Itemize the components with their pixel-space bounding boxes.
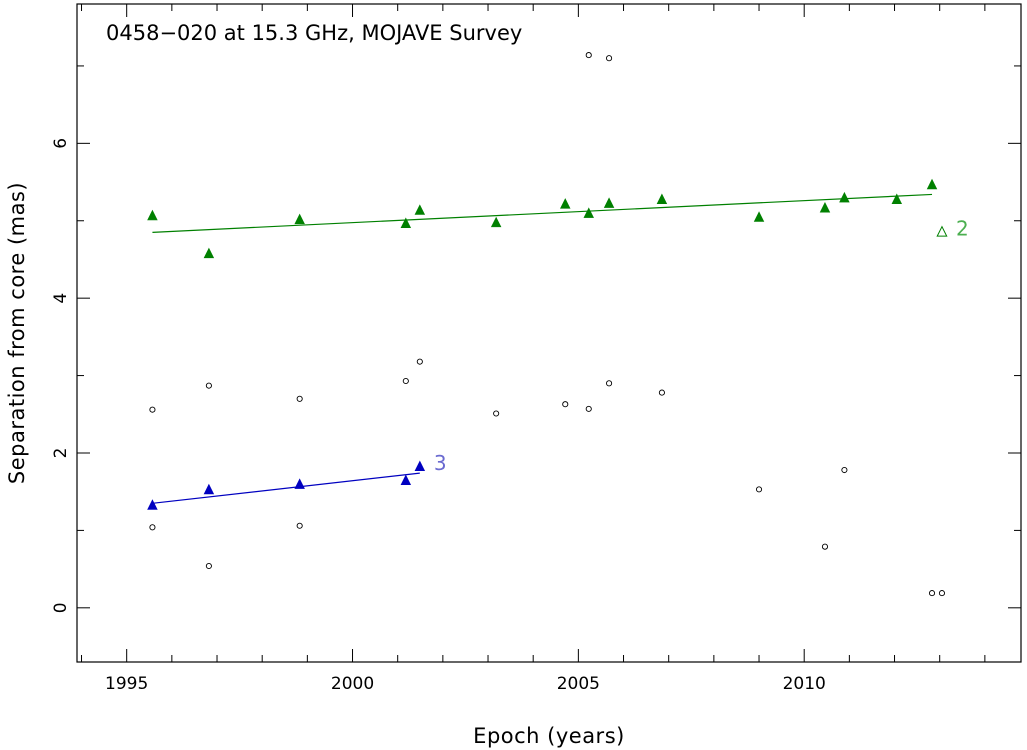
fit-lines: [152, 193, 933, 504]
other-component-point: [585, 52, 592, 59]
point-component-2: [603, 197, 615, 208]
point-component-3: [147, 499, 158, 510]
chart-title: 0458−020 at 15.3 GHz, MOJAVE Survey: [106, 21, 522, 45]
point-component-2: [414, 204, 426, 215]
y-tick-label: 6: [51, 138, 71, 149]
point-component-2: [753, 211, 765, 222]
other-component-point: [562, 401, 569, 408]
component-label-2: 2: [956, 216, 969, 240]
other-component-point: [205, 382, 212, 389]
x-tick-label: 1995: [105, 674, 148, 694]
x-tick-label: 2000: [331, 674, 374, 694]
point-component-3: [414, 460, 426, 472]
other-component-point: [658, 389, 665, 396]
other-component-point: [402, 377, 409, 385]
other-component-point: [821, 543, 829, 550]
x-axis-title: Epoch (years): [473, 724, 625, 748]
point-component-2: [819, 201, 831, 213]
other-component-point: [606, 55, 613, 62]
y-tick-label: 2: [51, 448, 71, 459]
tick-labels: 1995 2000 2005 2010 0 2 4 6: [51, 138, 826, 694]
point-component-2: [583, 207, 594, 218]
open-point-component-2: [936, 225, 948, 237]
point-component-2: [656, 193, 668, 204]
other-component-point: [841, 466, 848, 474]
y-tick-label: 4: [51, 293, 71, 304]
other-component-points: [149, 52, 946, 597]
other-component-point: [606, 380, 613, 387]
other-component-point: [149, 524, 156, 531]
point-component-2: [294, 213, 305, 225]
x-tick-label: 2010: [783, 674, 826, 694]
y-axis-title: Separation from core (mas): [5, 182, 29, 484]
point-component-3: [400, 474, 412, 485]
point-component-2: [203, 247, 215, 259]
point-component-2: [400, 217, 412, 228]
point-component-2: [490, 216, 502, 228]
fit-line-3: [152, 472, 420, 504]
other-component-point: [585, 405, 592, 412]
point-component-2: [839, 191, 850, 203]
other-component-point: [149, 406, 156, 413]
other-component-point: [755, 486, 763, 493]
point-component-3: [203, 483, 215, 495]
fit-line-2: [152, 193, 933, 233]
point-component-3: [294, 478, 305, 489]
other-component-point: [416, 358, 423, 365]
y-tick-label: 0: [51, 602, 71, 613]
other-component-point: [296, 522, 303, 529]
axis-ticks: [77, 4, 1021, 662]
point-component-2: [147, 209, 158, 221]
x-tick-label: 2005: [557, 674, 600, 694]
point-component-2: [926, 178, 938, 190]
component-points: [147, 178, 948, 510]
plot-frame: [76, 3, 1022, 663]
other-component-point: [493, 410, 500, 417]
component-labels: 23: [434, 216, 969, 475]
other-component-point: [205, 562, 212, 570]
component-label-3: 3: [434, 451, 447, 475]
other-component-point: [928, 590, 936, 597]
point-component-2: [560, 198, 571, 209]
point-component-2: [891, 193, 903, 204]
other-component-point: [296, 395, 303, 402]
other-component-point: [938, 590, 946, 597]
